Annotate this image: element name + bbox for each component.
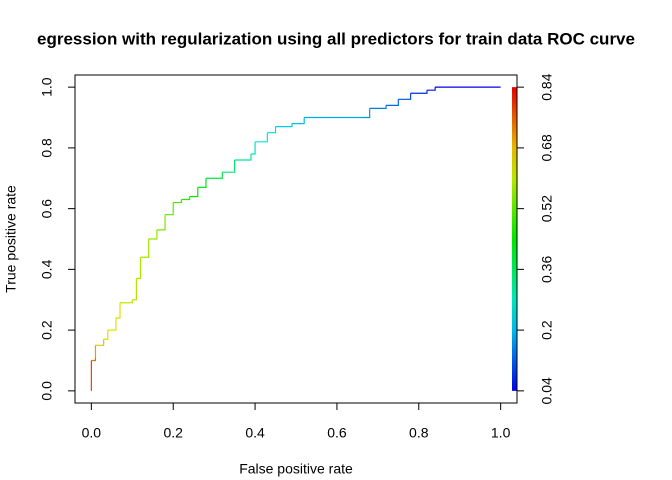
roc-step [132, 278, 137, 301]
roc-step [426, 87, 436, 91]
roc-step [197, 178, 207, 188]
x-tick-label: 0.0 [82, 425, 102, 441]
y-tick-label: 0.0 [39, 381, 55, 401]
roc-step [189, 187, 199, 198]
y-tick-label: 0.2 [39, 320, 55, 340]
roc-step [103, 330, 109, 340]
roc-step [250, 141, 256, 155]
x-tick-label: 0.2 [163, 425, 183, 441]
roc-step [107, 317, 117, 331]
roc-step [156, 214, 166, 231]
roc-step [173, 199, 183, 204]
color-tick-label: 0.68 [539, 134, 555, 161]
x-tick-label: 1.0 [491, 425, 511, 441]
roc-step [120, 299, 133, 304]
roc-step [255, 132, 268, 143]
y-axis-label: True positive rate [3, 185, 19, 293]
x-tick-label: 0.8 [409, 425, 429, 441]
plot-box [74, 74, 518, 404]
roc-step [291, 117, 305, 125]
roc-step [234, 153, 252, 161]
roc-step [165, 202, 174, 216]
y-tick-label: 0.8 [39, 138, 55, 158]
roc-step [95, 339, 105, 346]
y-tick-label: 0.6 [39, 199, 55, 219]
color-tick-label: 0.36 [539, 256, 555, 283]
y-tick-label: 1.0 [39, 77, 55, 97]
color-bar [512, 87, 517, 391]
roc-step [136, 257, 142, 280]
color-tick-label: 0.2 [539, 320, 555, 340]
roc-step [275, 123, 293, 128]
roc-step [398, 93, 412, 100]
roc-step [369, 105, 387, 110]
roc-step [148, 229, 158, 240]
x-tick-label: 0.4 [245, 425, 265, 441]
roc-step [91, 357, 97, 362]
x-axis-label: False positive rate [239, 461, 353, 477]
x-tick-label: 0.6 [327, 425, 347, 441]
color-tick-label: 0.52 [539, 195, 555, 222]
roc-step [410, 90, 428, 94]
roc-step [140, 239, 150, 258]
roc-step [181, 196, 191, 201]
roc-step [222, 160, 236, 173]
roc-step [205, 172, 223, 179]
roc-step [361, 108, 371, 119]
chart-title: egression with regularization using all … [37, 29, 635, 48]
roc-step [115, 302, 121, 319]
color-tick-label: 0.04 [539, 377, 555, 404]
y-tick-label: 0.4 [39, 259, 55, 279]
roc-step [386, 99, 399, 106]
roc-step [267, 126, 277, 134]
color-tick-label: 0.84 [539, 73, 555, 100]
